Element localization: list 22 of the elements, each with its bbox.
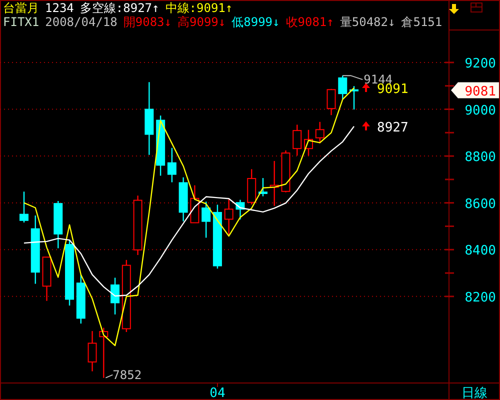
annotation: 高9099↓ [178, 15, 226, 29]
y-tick-label: 9000 [464, 103, 496, 118]
annotation: 多空線:8927↑ [80, 1, 160, 15]
annotation: 2008/04/18 [45, 15, 118, 29]
y-tick-label: 8200 [464, 290, 496, 306]
y-tick-label: 9200 [464, 56, 496, 72]
text: 日線 [462, 386, 488, 400]
annotation: 中線:9091↑ [165, 1, 233, 15]
y-tick-label: 8400 [464, 244, 496, 259]
text: 倉5151 [401, 15, 442, 29]
y-tick-label: 8600 [464, 196, 496, 212]
annotation: 開9083↓ [123, 15, 172, 29]
annotation: 收9081↑ [286, 15, 334, 29]
text: 8927 [377, 120, 408, 136]
y-tick-label: 8800 [464, 150, 496, 166]
annotation: 台當月 [3, 1, 39, 15]
annotation: 1234 [45, 1, 74, 15]
annotation: FITX1 [3, 15, 40, 29]
x-tick-label: 04 [210, 386, 226, 400]
annotation: 量50482↓ [340, 15, 396, 29]
annotation: 7852 [112, 368, 142, 382]
annotation: 低8999↓ [232, 15, 280, 29]
